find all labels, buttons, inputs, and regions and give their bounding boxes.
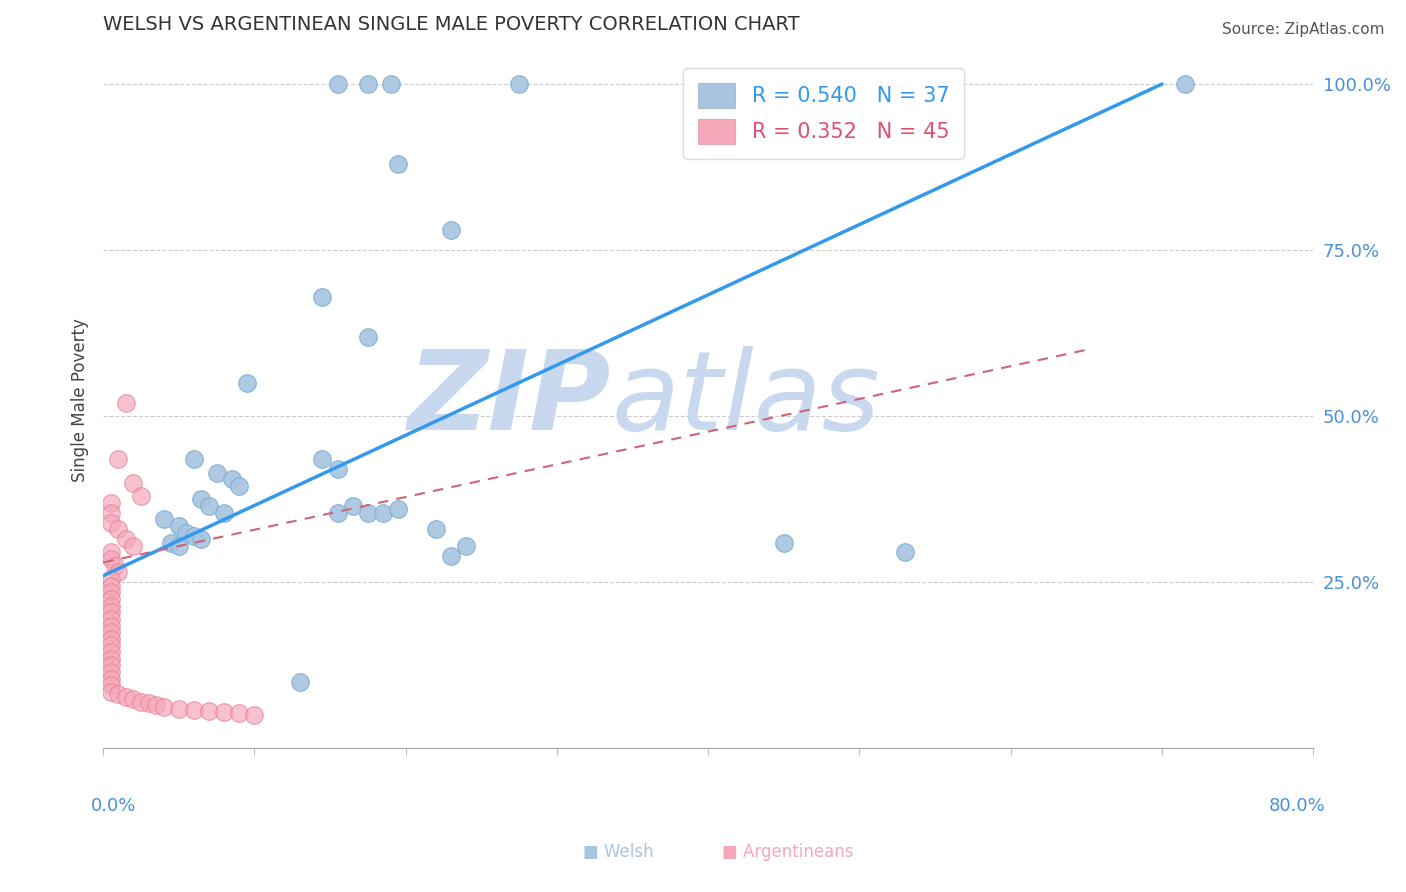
Point xyxy=(145,698,167,713)
Point xyxy=(212,705,235,719)
Point xyxy=(342,499,364,513)
Point xyxy=(152,512,174,526)
Point xyxy=(104,558,127,573)
Point xyxy=(100,639,122,653)
Point xyxy=(387,502,409,516)
Point xyxy=(129,695,152,709)
Point xyxy=(183,452,205,467)
Point xyxy=(100,625,122,640)
Point xyxy=(100,592,122,607)
Point xyxy=(190,532,212,546)
Point xyxy=(440,223,463,237)
Point xyxy=(122,692,145,706)
Point xyxy=(357,329,380,343)
Point xyxy=(380,77,402,91)
Point xyxy=(100,612,122,626)
Point xyxy=(205,466,228,480)
Point xyxy=(107,566,129,580)
Point xyxy=(440,549,463,563)
Point xyxy=(114,396,136,410)
Point xyxy=(772,535,794,549)
Point xyxy=(326,506,349,520)
Point xyxy=(167,701,190,715)
Point xyxy=(100,685,122,699)
Point xyxy=(243,707,266,722)
Point xyxy=(228,479,250,493)
Point xyxy=(387,157,409,171)
Point xyxy=(100,496,122,510)
Point xyxy=(311,452,333,467)
Point xyxy=(228,706,250,721)
Point xyxy=(107,452,129,467)
Point xyxy=(183,703,205,717)
Point xyxy=(357,77,380,91)
Text: ■ Welsh: ■ Welsh xyxy=(583,843,654,861)
Point xyxy=(100,516,122,530)
Point xyxy=(122,475,145,490)
Point xyxy=(129,489,152,503)
Point xyxy=(100,599,122,613)
Point xyxy=(122,539,145,553)
Point xyxy=(357,506,380,520)
Point xyxy=(456,539,478,553)
Text: atlas: atlas xyxy=(612,346,880,453)
Point xyxy=(371,506,394,520)
Point xyxy=(107,522,129,536)
Point xyxy=(100,678,122,692)
Point xyxy=(508,77,530,91)
Point xyxy=(100,652,122,666)
Point xyxy=(100,672,122,686)
Point xyxy=(221,472,243,486)
Point xyxy=(100,618,122,632)
Point xyxy=(100,632,122,646)
Point xyxy=(100,552,122,566)
Point xyxy=(212,506,235,520)
Point xyxy=(326,462,349,476)
Text: 0.0%: 0.0% xyxy=(91,797,136,815)
Text: WELSH VS ARGENTINEAN SINGLE MALE POVERTY CORRELATION CHART: WELSH VS ARGENTINEAN SINGLE MALE POVERTY… xyxy=(103,15,800,34)
Point xyxy=(138,696,160,710)
Point xyxy=(894,545,917,559)
Point xyxy=(198,704,221,718)
Point xyxy=(167,519,190,533)
Point xyxy=(160,535,183,549)
Point xyxy=(100,585,122,599)
Legend: R = 0.540   N = 37, R = 0.352   N = 45: R = 0.540 N = 37, R = 0.352 N = 45 xyxy=(683,68,965,159)
Point xyxy=(311,290,333,304)
Point xyxy=(100,658,122,673)
Point xyxy=(288,675,311,690)
Point xyxy=(100,572,122,586)
Point xyxy=(114,532,136,546)
Point xyxy=(167,539,190,553)
Point xyxy=(152,699,174,714)
Point xyxy=(100,506,122,520)
Text: ■ Argentineans: ■ Argentineans xyxy=(721,843,853,861)
Point xyxy=(198,499,221,513)
Point xyxy=(190,492,212,507)
Point xyxy=(100,665,122,679)
Point xyxy=(1174,77,1197,91)
Point xyxy=(107,687,129,701)
Point xyxy=(236,376,259,390)
Text: ZIP: ZIP xyxy=(408,346,612,453)
Point xyxy=(114,690,136,704)
Point xyxy=(100,645,122,659)
Point xyxy=(326,77,349,91)
Point xyxy=(100,545,122,559)
Point xyxy=(176,525,198,540)
Text: Source: ZipAtlas.com: Source: ZipAtlas.com xyxy=(1222,22,1385,37)
Y-axis label: Single Male Poverty: Single Male Poverty xyxy=(72,318,89,482)
Point xyxy=(425,522,447,536)
Point xyxy=(100,579,122,593)
Point xyxy=(100,605,122,619)
Point xyxy=(183,529,205,543)
Text: 80.0%: 80.0% xyxy=(1268,797,1326,815)
